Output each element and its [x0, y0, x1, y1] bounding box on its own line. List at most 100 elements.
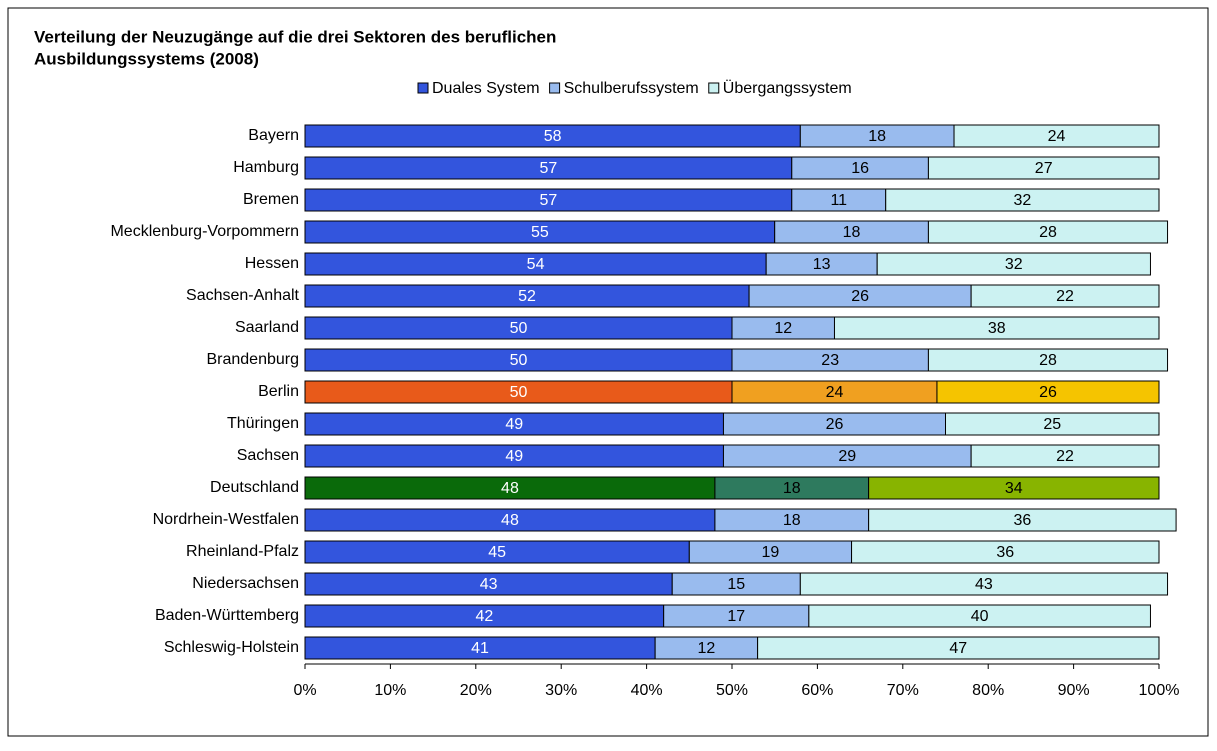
y-tick-label: Hamburg	[233, 159, 299, 176]
data-label: 26	[1039, 384, 1057, 401]
data-label: 58	[544, 128, 562, 145]
data-label: 15	[727, 576, 745, 593]
data-label: 34	[1005, 480, 1023, 497]
data-label: 36	[996, 544, 1014, 561]
data-label: 29	[838, 448, 856, 465]
legend-swatch	[708, 82, 720, 94]
data-label: 22	[1056, 288, 1074, 305]
data-label: 18	[843, 224, 861, 241]
data-label: 47	[949, 640, 967, 657]
legend-swatch	[549, 82, 561, 94]
data-label: 49	[505, 448, 523, 465]
data-label: 57	[539, 160, 557, 177]
bar-segment	[833, 316, 1160, 340]
data-label: 43	[480, 576, 498, 593]
legend-label: Übergangssystem	[723, 79, 852, 97]
data-label: 18	[868, 128, 886, 145]
bar-segment	[970, 444, 1160, 468]
data-label: 55	[531, 224, 549, 241]
data-label: 26	[826, 416, 844, 433]
data-label: 12	[774, 320, 792, 337]
data-label: 23	[821, 352, 839, 369]
x-tick-label: 30%	[545, 682, 577, 699]
x-tick-label: 0%	[293, 682, 316, 699]
data-label: 18	[783, 480, 801, 497]
data-label: 18	[783, 512, 801, 529]
x-tick-label: 70%	[887, 682, 919, 699]
y-tick-label: Niedersachsen	[192, 575, 299, 592]
data-label: 36	[1013, 512, 1031, 529]
data-label: 25	[1043, 416, 1061, 433]
bar-segment	[936, 380, 1160, 404]
y-tick-label: Schleswig-Holstein	[164, 639, 299, 656]
y-tick-label: Deutschland	[210, 479, 299, 496]
legend-label: Schulberufssystem	[564, 80, 699, 97]
x-tick-label: 10%	[374, 682, 406, 699]
y-tick-label: Brandenburg	[206, 351, 299, 368]
data-label: 16	[851, 160, 869, 177]
data-label: 28	[1039, 352, 1057, 369]
bar-segment	[868, 508, 1177, 532]
data-label: 26	[851, 288, 869, 305]
y-tick-label: Sachsen-Anhalt	[186, 287, 300, 304]
y-tick-label: Bremen	[243, 191, 299, 208]
data-label: 22	[1056, 448, 1074, 465]
data-label: 40	[971, 608, 989, 625]
legend-swatch	[417, 82, 429, 94]
y-tick-label: Bayern	[248, 127, 299, 144]
data-label: 42	[475, 608, 493, 625]
y-tick-label: Hessen	[245, 255, 299, 272]
x-tick-label: 20%	[460, 682, 492, 699]
y-tick-label: Nordrhein-Westfalen	[153, 511, 299, 528]
bar-segment	[945, 412, 1160, 436]
bar-segment	[953, 124, 1160, 148]
data-label: 50	[510, 384, 528, 401]
y-tick-label: Berlin	[258, 383, 299, 400]
data-label: 38	[988, 320, 1006, 337]
bar-segment	[851, 540, 1160, 564]
bar-segment	[927, 348, 1169, 372]
data-label: 28	[1039, 224, 1057, 241]
bar-segment	[885, 188, 1160, 212]
data-label: 32	[1005, 256, 1023, 273]
data-label: 50	[510, 320, 528, 337]
bar-segment	[808, 604, 1151, 628]
x-tick-label: 80%	[972, 682, 1004, 699]
legend-label: Duales System	[432, 80, 540, 97]
data-label: 45	[488, 544, 506, 561]
data-label: 24	[826, 384, 844, 401]
bar-segment	[876, 252, 1151, 276]
data-label: 48	[501, 480, 519, 497]
data-label: 19	[762, 544, 780, 561]
data-label: 54	[527, 256, 545, 273]
bar-segment	[927, 220, 1169, 244]
chart-title: Verteilung der Neuzugänge auf die drei S…	[34, 27, 556, 46]
x-tick-label: 50%	[716, 682, 748, 699]
data-label: 43	[975, 576, 993, 593]
bar-segment	[799, 572, 1169, 596]
bar-segment	[970, 284, 1160, 308]
data-label: 13	[813, 256, 831, 273]
y-tick-label: Saarland	[235, 319, 299, 336]
x-tick-label: 100%	[1139, 682, 1180, 699]
data-label: 27	[1035, 160, 1053, 177]
data-label: 57	[539, 192, 557, 209]
y-tick-label: Baden-Württemberg	[155, 607, 299, 624]
x-tick-label: 90%	[1058, 682, 1090, 699]
data-label: 17	[727, 608, 745, 625]
data-label: 49	[505, 416, 523, 433]
data-label: 11	[830, 192, 847, 209]
y-tick-label: Sachsen	[237, 447, 299, 464]
x-tick-label: 40%	[631, 682, 663, 699]
y-tick-label: Rheinland-Pfalz	[186, 543, 299, 560]
bar-segment	[757, 636, 1160, 660]
data-label: 50	[510, 352, 528, 369]
data-label: 48	[501, 512, 519, 529]
x-tick-label: 60%	[801, 682, 833, 699]
data-label: 32	[1013, 192, 1031, 209]
y-tick-label: Mecklenburg-Vorpommern	[110, 223, 299, 240]
bar-segment	[927, 156, 1160, 180]
data-label: 12	[697, 640, 715, 657]
chart-title: Ausbildungssystems (2008)	[34, 49, 259, 68]
